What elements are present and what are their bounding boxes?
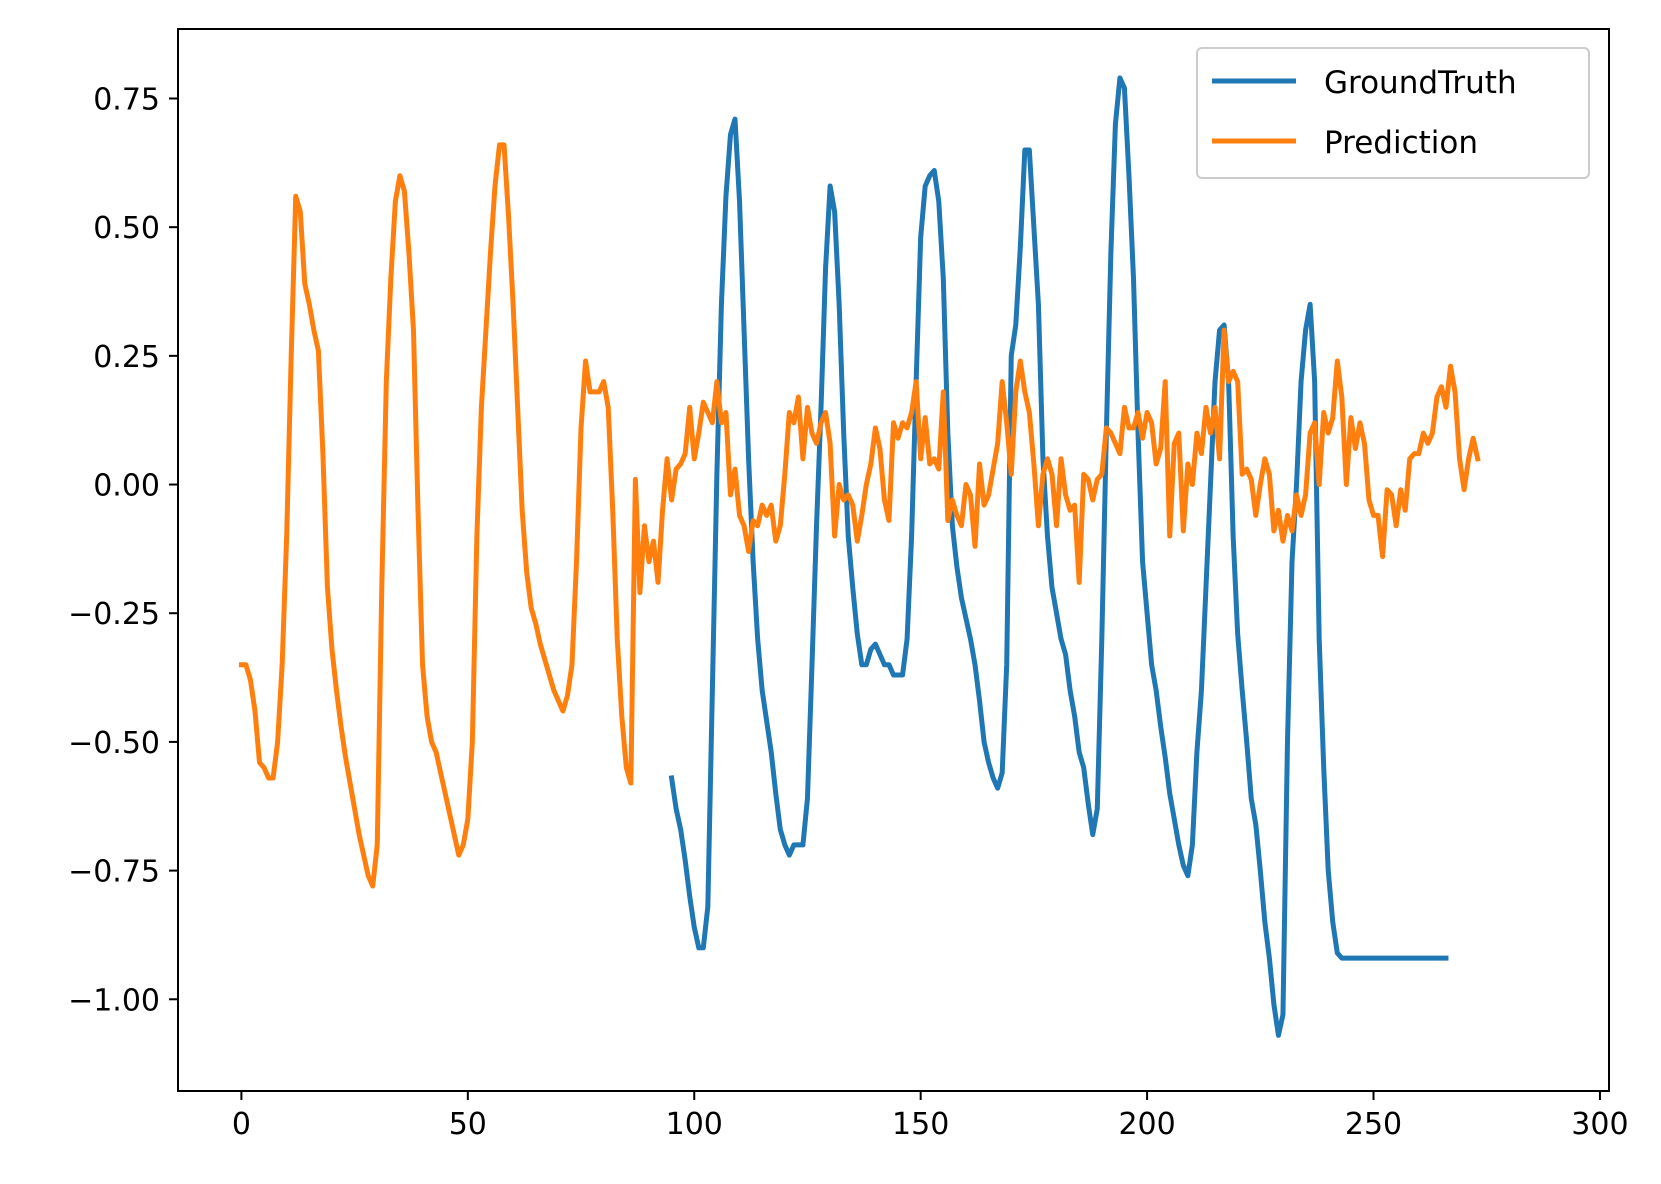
y-tick-label: 0.25 [93,340,160,375]
y-tick-label: 0.50 [93,211,160,246]
x-tick-label: 100 [666,1107,723,1142]
legend-label-prediction: Prediction [1324,125,1478,161]
y-axis: −1.00 −0.75 −0.50 −0.25 0.00 0.25 0.50 0.75 [68,82,178,1018]
y-tick-label: −0.50 [68,726,160,761]
x-tick-label: 0 [232,1107,251,1142]
y-tick-label: −0.25 [68,597,160,632]
x-tick-label: 150 [892,1107,949,1142]
x-tick-label: 200 [1118,1107,1175,1142]
y-tick-label: −1.00 [68,983,160,1018]
x-tick-label: 300 [1571,1107,1628,1142]
y-tick-label: −0.75 [68,855,160,890]
plot-frame [177,28,1610,1092]
x-axis: 0 50 100 150 200 250 300 [232,1091,1629,1142]
plot-lines [238,75,1481,1038]
series-line-prediction [238,142,1481,889]
legend: GroundTruth Prediction [1196,47,1590,179]
legend-label-groundtruth: GroundTruth [1324,65,1517,101]
x-tick-label: 250 [1345,1107,1402,1142]
x-tick-label: 50 [449,1107,487,1142]
y-tick-label: 0.00 [93,469,160,504]
series-line-groundtruth [668,75,1449,1038]
y-tick-label: 0.75 [93,82,160,117]
